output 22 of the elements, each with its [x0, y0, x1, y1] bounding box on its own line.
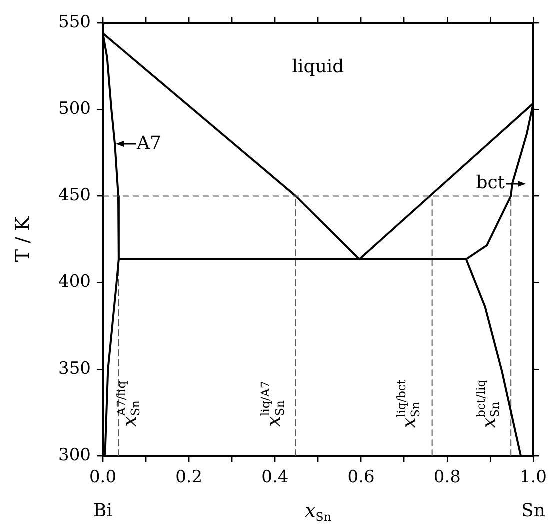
x-tick-label: 1.0	[520, 468, 548, 488]
y-tick-label: 550	[58, 12, 91, 32]
annotation: A7	[136, 132, 162, 154]
annotation: xSnbct/liq	[474, 379, 502, 428]
y-tick-label: 300	[58, 445, 91, 466]
y-axis-title: T / K	[12, 216, 34, 262]
text: Sn	[522, 500, 546, 522]
annotation: xSnliq/bct	[394, 379, 423, 428]
x-tick-label: 0.2	[176, 468, 203, 488]
y-tick-label: 350	[58, 358, 91, 379]
annotation: xSnliq/A7	[258, 381, 287, 427]
annotation: xSnA7/liq	[114, 380, 143, 427]
y-tick-label: 400	[58, 272, 91, 292]
x-tick-label: 0.4	[262, 468, 289, 488]
y-tick-label: 500	[58, 99, 91, 120]
x-tick-label: 0.0	[89, 468, 117, 488]
x-tick-label: 0.8	[434, 468, 461, 488]
y-tick-label: 450	[58, 186, 91, 206]
x-tick-label: 0.6	[348, 468, 375, 488]
text: Bi	[94, 500, 113, 522]
annotation: bct	[476, 172, 506, 194]
annotation: liquid	[292, 56, 344, 78]
